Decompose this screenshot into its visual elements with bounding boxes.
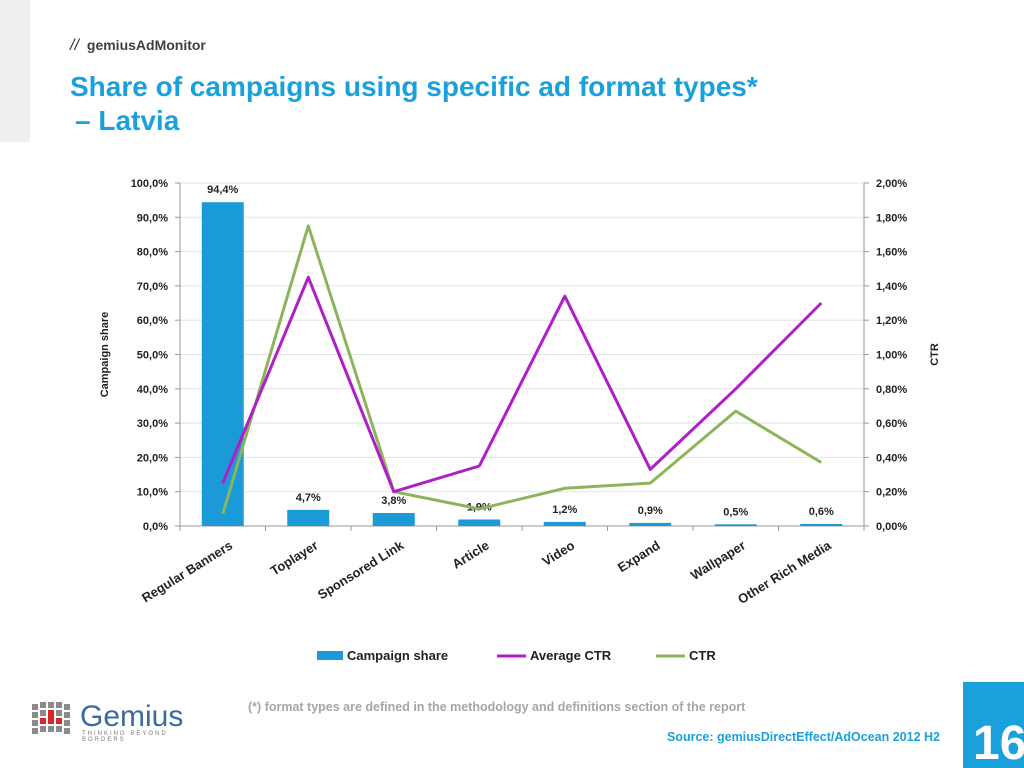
x-tick-label: Sponsored Link bbox=[315, 537, 407, 602]
y-tick-label: 30,0% bbox=[137, 418, 168, 430]
gemius-logo: Gemius THINKING BEYOND BORDERS bbox=[30, 700, 200, 743]
bar-data-label: 1,2% bbox=[552, 504, 577, 516]
y2-tick-label: 0,60% bbox=[876, 418, 907, 430]
bar-data-label: 0,5% bbox=[723, 506, 748, 518]
y-tick-label: 90,0% bbox=[137, 212, 168, 224]
y2-tick-label: 1,00% bbox=[876, 350, 907, 362]
bar-data-label: 0,9% bbox=[638, 505, 663, 517]
y2-tick-label: 1,60% bbox=[876, 247, 907, 259]
bar bbox=[372, 512, 415, 526]
x-tick-label: Regular Banners bbox=[139, 538, 235, 606]
source-note: Source: gemiusDirectEffect/AdOcean 2012 … bbox=[666, 730, 940, 744]
y-tick-label: 0,0% bbox=[143, 521, 168, 533]
bar bbox=[287, 509, 330, 526]
x-tick-label: Other Rich Media bbox=[735, 537, 834, 607]
corner-block bbox=[0, 0, 30, 142]
combo-chart: 0,0% 0,00% 10,0% 0,20% 20,0% 0,40% 30,0% 0,60% 4… bbox=[99, 178, 941, 663]
bar bbox=[800, 523, 843, 526]
bar bbox=[201, 202, 244, 526]
y-tick-label: 80,0% bbox=[137, 247, 168, 259]
title-line-1: Share of campaigns using specific ad for… bbox=[70, 71, 758, 102]
y-tick-label: 40,0% bbox=[137, 384, 168, 396]
bar bbox=[714, 524, 757, 526]
page-number-box: 16 bbox=[963, 682, 1024, 768]
page-title: Share of campaigns using specific ad for… bbox=[70, 70, 758, 138]
bar-data-label: 4,7% bbox=[296, 492, 321, 504]
y2-tick-label: 0,00% bbox=[876, 521, 907, 533]
x-tick-label: Expand bbox=[615, 538, 663, 576]
y2-tick-label: 1,40% bbox=[876, 281, 907, 293]
x-tick-label: Wallpaper bbox=[688, 538, 748, 583]
y2-tick-label: 2,00% bbox=[876, 178, 907, 190]
y-tick-label: 20,0% bbox=[137, 452, 168, 464]
legend-campaign-share-swatch bbox=[317, 651, 343, 660]
y2-tick-label: 0,20% bbox=[876, 487, 907, 499]
y2-tick-label: 0,40% bbox=[876, 452, 907, 464]
bar bbox=[458, 519, 501, 526]
page-number: 16 bbox=[973, 717, 1024, 768]
bar-data-label: 0,6% bbox=[809, 506, 834, 518]
x-tick-label: Toplayer bbox=[268, 538, 321, 579]
bar-data-label: 94,4% bbox=[207, 184, 238, 196]
x-tick-label: Article bbox=[449, 538, 491, 572]
brand-name: gemiusAdMonitor bbox=[86, 37, 206, 53]
bar-data-label: 3,8% bbox=[381, 495, 406, 507]
bar bbox=[543, 521, 586, 526]
y-tick-label: 50,0% bbox=[137, 350, 168, 362]
bar bbox=[629, 522, 672, 526]
x-tick-label: Video bbox=[539, 538, 577, 569]
title-line-2: – Latvia bbox=[75, 105, 180, 136]
y-tick-label: 100,0% bbox=[131, 178, 169, 190]
y-tick-label: 10,0% bbox=[137, 487, 168, 499]
legend-campaign-share-label: Campaign share bbox=[347, 648, 448, 663]
footnote: (*) format types are defined in the meth… bbox=[248, 700, 746, 714]
report-brand: // gemiusAdMonitor bbox=[70, 37, 206, 55]
legend-average-ctr-label: Average CTR bbox=[530, 648, 612, 663]
legend-ctr-label: CTR bbox=[689, 648, 716, 663]
y-tick-label: 60,0% bbox=[137, 315, 168, 327]
y2-tick-label: 1,20% bbox=[876, 315, 907, 327]
logo-grid-icon bbox=[32, 702, 70, 734]
y2-axis-title: CTR bbox=[929, 343, 941, 366]
average-ctr-line bbox=[221, 275, 823, 494]
y-axis-title: Campaign share bbox=[99, 312, 111, 398]
logo-wordmark: Gemius bbox=[80, 700, 184, 733]
y2-tick-label: 0,80% bbox=[876, 384, 907, 396]
brand-slashes: // bbox=[70, 37, 79, 54]
ctr-line bbox=[221, 224, 823, 515]
y2-tick-label: 1,80% bbox=[876, 212, 907, 224]
logo-tagline: THINKING BEYOND BORDERS bbox=[82, 731, 168, 743]
y-tick-label: 70,0% bbox=[137, 281, 168, 293]
